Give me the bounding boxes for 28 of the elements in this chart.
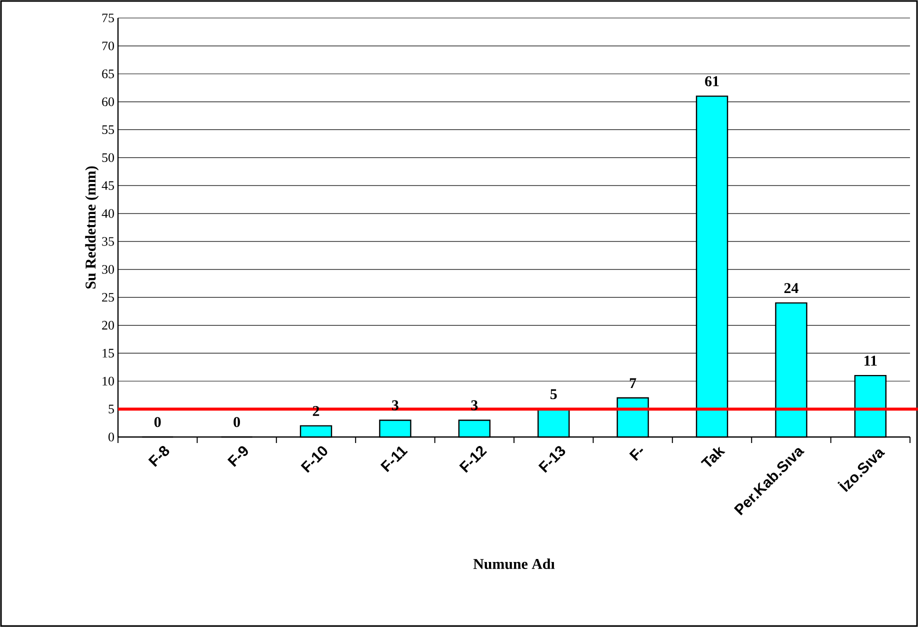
y-tick-label: 10 — [102, 376, 114, 386]
x-tick-label: F-8 — [148, 446, 170, 467]
y-tick-label: 25 — [102, 292, 114, 302]
y-tick-label: 20 — [102, 320, 114, 330]
y-tick-label: 50 — [102, 153, 114, 162]
x-tick-label: F- — [629, 448, 644, 461]
y-tick-label: 45 — [102, 181, 114, 190]
y-tick-label: 65 — [102, 70, 114, 78]
y-tick-label: 75 — [102, 14, 114, 22]
data-label: 11 — [864, 356, 877, 366]
data-label: 24 — [784, 283, 798, 293]
y-tick-label: 35 — [102, 237, 114, 246]
y-tick-label: 0 — [108, 432, 114, 442]
y-tick-label: 30 — [102, 265, 114, 274]
y-tick-label: 40 — [102, 209, 114, 218]
x-tick-label: Tak — [700, 446, 726, 467]
x-axis-title: Numune Adı — [473, 558, 555, 570]
data-label: 61 — [705, 76, 719, 86]
data-label: 0 — [234, 416, 240, 428]
y-tick-label: 15 — [102, 348, 114, 358]
data-label: 0 — [154, 416, 161, 428]
y-tick-label: 70 — [102, 42, 114, 50]
y-axis-title: Su Reddetme (mm) — [85, 166, 99, 289]
y-tick-label: 55 — [102, 125, 114, 134]
y-tick-label: 60 — [102, 97, 114, 106]
data-label: 5 — [550, 389, 557, 400]
x-tick-label: F-9 — [227, 446, 248, 467]
y-tick-label: 5 — [108, 404, 114, 414]
